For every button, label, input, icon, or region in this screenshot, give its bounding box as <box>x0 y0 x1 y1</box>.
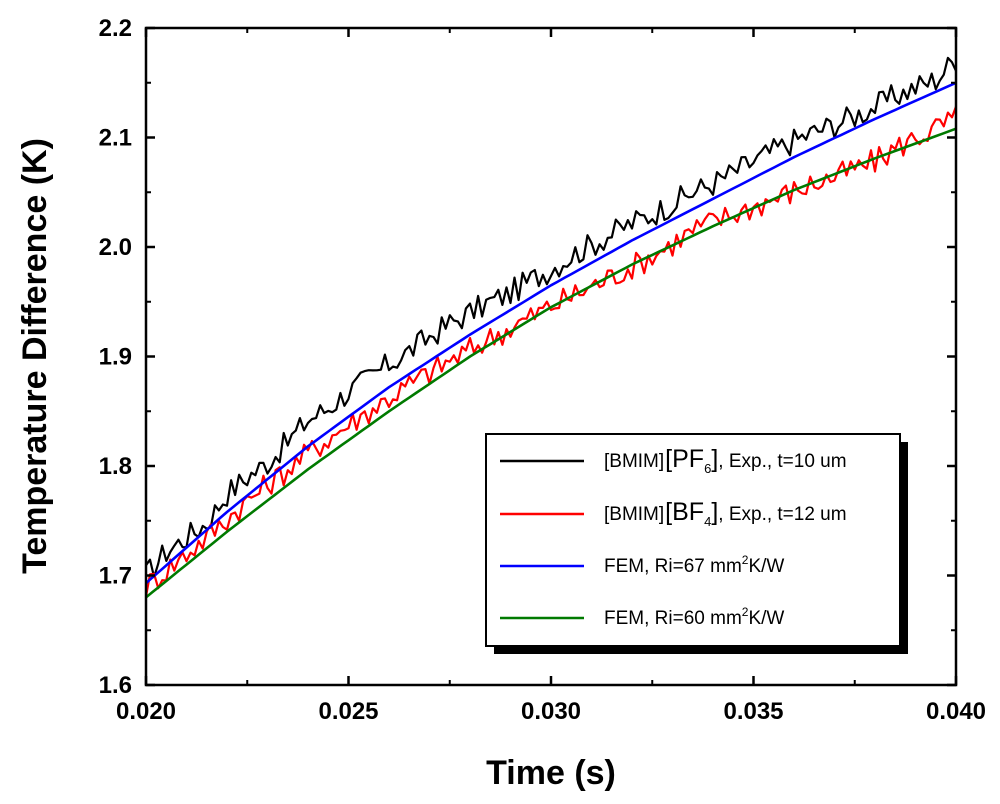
legend-label-fem-67: FEM, Ri=67 mm2K/W <box>604 553 784 577</box>
y-tick-label: 2.0 <box>99 234 132 261</box>
legend-box <box>485 433 901 647</box>
legend-label-fem-60: FEM, Ri=60 mm2K/W <box>604 605 784 629</box>
y-tick-label: 2.1 <box>99 125 132 152</box>
y-tick-label: 2.2 <box>99 15 132 42</box>
x-axis-title: Time (s) <box>486 754 616 792</box>
x-tick-label: 0.025 <box>318 698 378 725</box>
series-layer <box>144 56 958 599</box>
x-tick-label: 0.030 <box>521 698 581 725</box>
x-tick-label: 0.040 <box>926 698 986 725</box>
legend: [BMIM][PF6], Exp., t=10 um [BMIM][BF4], E… <box>485 433 908 654</box>
series-line-fem-67 <box>145 81 957 585</box>
legend-label-exp-pf6: [BMIM][PF6], Exp., t=10 um <box>604 445 847 476</box>
y-tick-label: 1.9 <box>99 344 132 371</box>
y-tick-label: 1.7 <box>99 563 132 590</box>
y-axis-title: Temperature Difference (K) <box>16 138 54 574</box>
series-line-exp-bf4 <box>144 106 958 597</box>
x-tick-label: 0.020 <box>116 698 176 725</box>
series-line-exp-pf6 <box>145 56 957 579</box>
tick-layer: 0.020 0.025 0.030 0.035 0.040 1.6 1.7 1.8 1.9 2.0… <box>99 15 986 725</box>
y-tick-label: 1.6 <box>99 672 132 699</box>
legend-entries: [BMIM][PF6], Exp., t=10 um [BMIM][BF4], E… <box>500 445 847 629</box>
x-tick-label: 0.035 <box>723 698 783 725</box>
series-line-fem-60 <box>145 127 957 599</box>
y-tick-label: 1.8 <box>99 453 132 480</box>
legend-label-exp-bf4: [BMIM][BF4], Exp., t=12 um <box>604 498 847 529</box>
